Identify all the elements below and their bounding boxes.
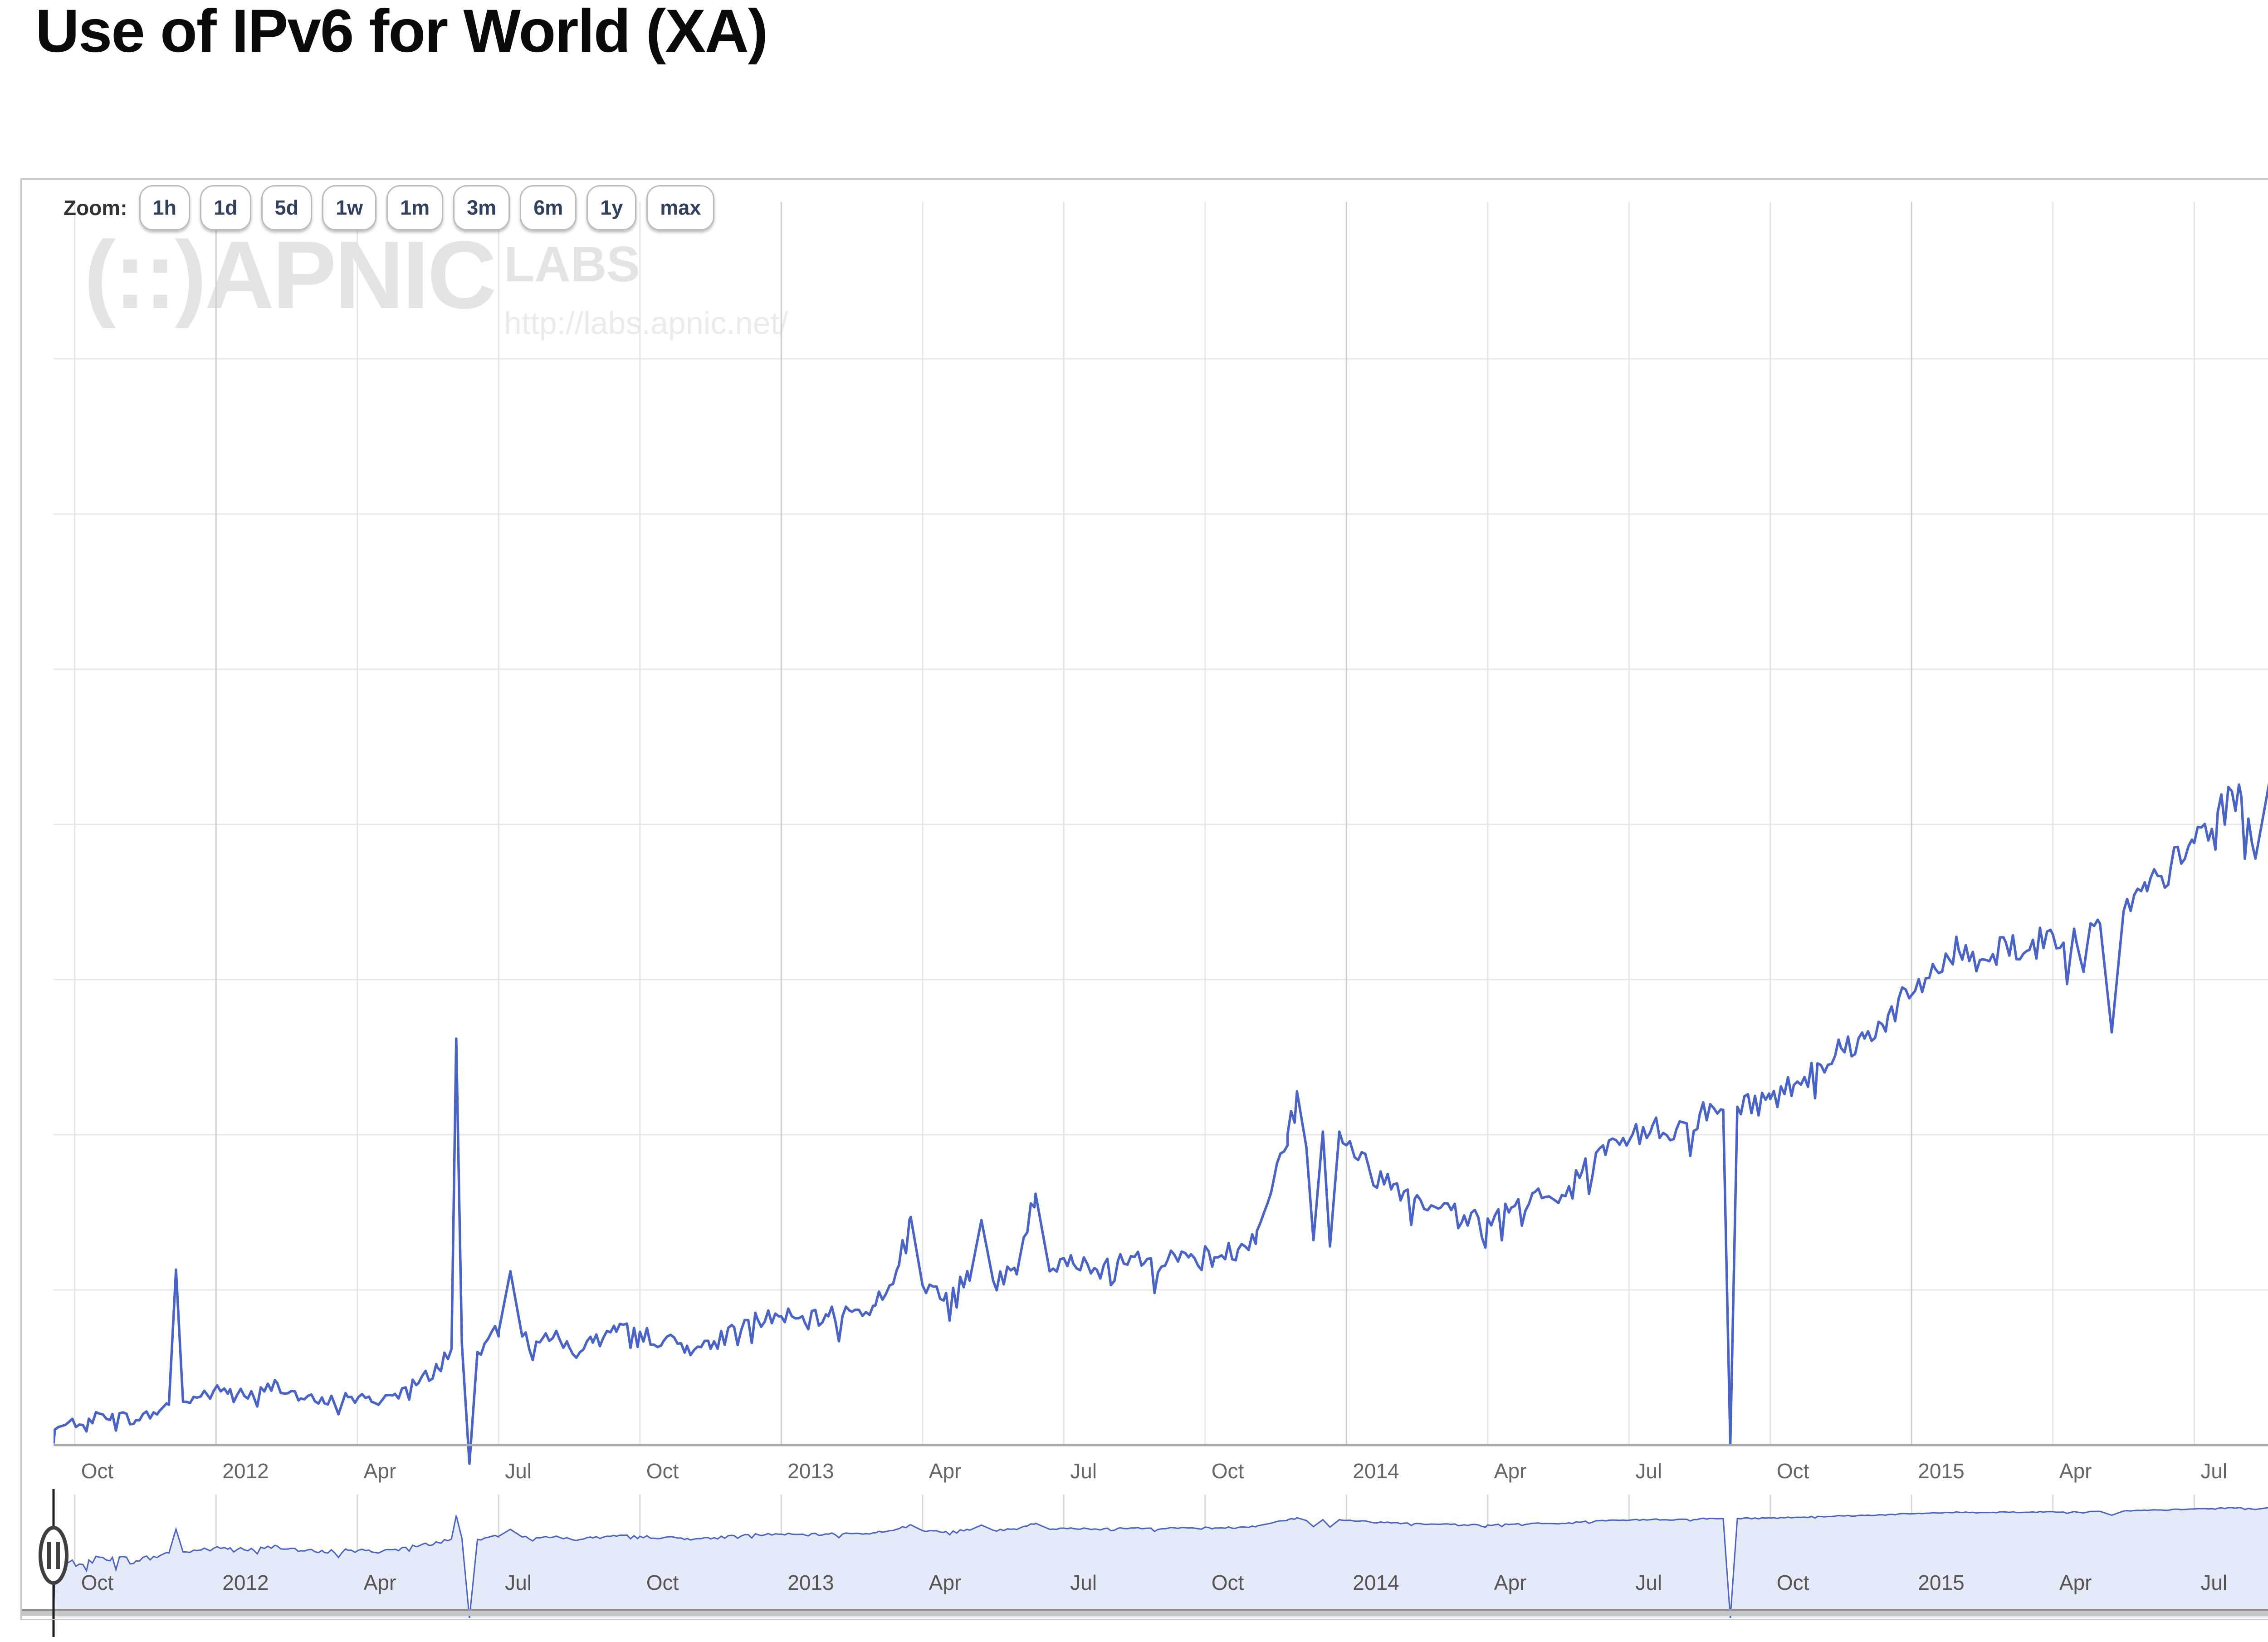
svg-text:Oct: Oct (646, 1459, 679, 1483)
zoom-label: Zoom: (64, 196, 127, 220)
svg-text:Oct: Oct (1777, 1571, 1809, 1594)
svg-text:Jul: Jul (505, 1571, 532, 1594)
svg-text:Jul: Jul (2200, 1571, 2227, 1594)
svg-text:Oct: Oct (1777, 1459, 1809, 1483)
svg-text:Jul: Jul (1070, 1571, 1097, 1594)
svg-text:Jul: Jul (1070, 1459, 1097, 1483)
zoom-button-1d[interactable]: 1d (200, 185, 251, 230)
navigator-series (54, 1507, 2268, 1618)
navigator-handle-left[interactable] (39, 1489, 68, 1637)
svg-text:Apr: Apr (929, 1459, 962, 1483)
series-ipv6-capable (54, 783, 2268, 1465)
navigator-area (54, 1507, 2268, 1618)
range-selector: Zoom: 1h 1d 5d 1w 1m 3m 6m 1y max (64, 185, 715, 230)
svg-text:2015: 2015 (1918, 1571, 1964, 1594)
svg-text:Apr: Apr (2059, 1459, 2092, 1483)
svg-text:Apr: Apr (929, 1571, 962, 1594)
series-line (54, 783, 2268, 1465)
svg-text:Jul: Jul (505, 1459, 532, 1483)
zoom-button-1w[interactable]: 1w (322, 185, 377, 230)
svg-text:Oct: Oct (1212, 1459, 1244, 1483)
apnic-labs-text: LABS (504, 236, 640, 292)
svg-text:Oct: Oct (81, 1571, 114, 1594)
apnic-logo: (::)APNIC (84, 221, 497, 328)
apnic-labs-url: http://labs.apnic.net/ (504, 305, 788, 341)
svg-text:Apr: Apr (2059, 1571, 2092, 1594)
svg-text:2012: 2012 (222, 1571, 269, 1594)
svg-text:Oct: Oct (1212, 1571, 1244, 1594)
svg-text:Apr: Apr (364, 1459, 396, 1483)
svg-text:Jul: Jul (1635, 1459, 1662, 1483)
scrollbar-track[interactable] (22, 1611, 2268, 1616)
navigator[interactable] (54, 1498, 2268, 1618)
x-axis-labels: Oct 2012 Apr Jul Oct 2013 Apr Jul Oct 2014 Apr Jul O… (81, 1459, 2227, 1483)
zoom-button-1y[interactable]: 1y (587, 185, 637, 230)
navigator-axis-labels: Oct 2012 Apr Jul Oct 2013 Apr Jul Oct 2014 Apr Jul O… (81, 1571, 2227, 1594)
page-title: Use of IPv6 for World (XA) (35, 0, 768, 65)
svg-text:Apr: Apr (1494, 1459, 1527, 1483)
svg-text:Apr: Apr (1494, 1571, 1527, 1594)
svg-text:2012: 2012 (222, 1459, 269, 1483)
apnic-labs-watermark: (::)APNIC LABS http://labs.apnic.net/ (84, 227, 788, 341)
zoom-button-1h[interactable]: 1h (139, 185, 191, 230)
zoom-button-1m[interactable]: 1m (386, 185, 444, 230)
svg-text:Oct: Oct (646, 1571, 679, 1594)
zoom-button-max[interactable]: max (646, 185, 715, 230)
svg-text:Apr: Apr (364, 1571, 396, 1594)
zoom-button-5d[interactable]: 5d (261, 185, 313, 230)
svg-text:Jul: Jul (2200, 1459, 2227, 1483)
svg-text:2013: 2013 (787, 1459, 834, 1483)
svg-text:Jul: Jul (1635, 1571, 1662, 1594)
svg-text:2013: 2013 (787, 1571, 834, 1594)
zoom-button-6m[interactable]: 6m (520, 185, 577, 230)
svg-text:2015: 2015 (1918, 1459, 1964, 1483)
svg-text:2014: 2014 (1353, 1459, 1399, 1483)
zoom-button-3m[interactable]: 3m (453, 185, 510, 230)
scrollbar-track-edge (22, 1609, 2268, 1611)
svg-text:Oct: Oct (81, 1459, 114, 1483)
svg-text:2014: 2014 (1353, 1571, 1399, 1594)
zoom-buttons-group: 1h 1d 5d 1w 1m 3m 6m 1y max (139, 185, 715, 230)
gridlines (54, 202, 2268, 1608)
